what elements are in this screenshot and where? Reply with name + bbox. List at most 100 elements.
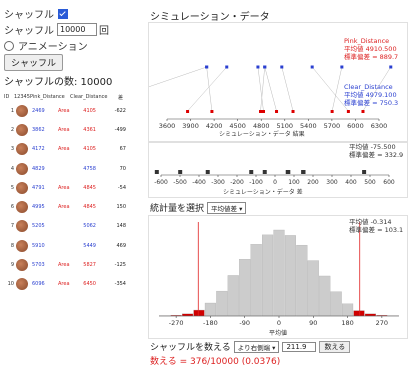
pair-line	[312, 67, 348, 111]
top-tick-label: 5700	[324, 122, 341, 130]
pink-distance: 5703	[32, 262, 58, 268]
distance-diff: 70	[96, 166, 126, 172]
area-tag: Area	[58, 204, 70, 210]
pink-point	[186, 110, 189, 113]
simulation-title: シミュレーション・データ	[150, 8, 270, 23]
pink-mean: 平均値 4910.500	[344, 45, 398, 53]
coin-icon	[16, 143, 28, 155]
diff-point	[362, 170, 366, 174]
top-tick-label: 6000	[347, 122, 364, 130]
top-tick-label: 6300	[371, 122, 388, 130]
area-tag: Area	[58, 127, 70, 133]
diff-mean: 平均値 -75.500	[349, 143, 403, 151]
row-id: 3	[4, 146, 16, 152]
histogram-bar	[296, 245, 307, 316]
pink-distance: 5910	[32, 243, 58, 249]
mid-tick-label: 600	[383, 179, 395, 186]
clear-distance: 4105	[70, 146, 96, 152]
pink-distance: 5205	[32, 223, 58, 229]
diff-point	[263, 170, 267, 174]
histogram-bar	[262, 235, 273, 316]
hist-xlabel: 平均値	[269, 328, 287, 337]
shuffle-count-text: シャッフルの数: 10000	[4, 73, 144, 88]
clear-point	[340, 66, 343, 69]
clear-distance: 5449	[70, 243, 96, 249]
row-id: 6	[4, 204, 16, 210]
pink-sd: 標準偏差 = 889.7	[344, 53, 398, 61]
row-id: 5	[4, 185, 16, 191]
hist-annotation: 平均値 -0.314 標準偏差 = 103.1	[349, 218, 403, 234]
clear-distance: 4361	[70, 127, 96, 133]
stat-select-value: 平均値差	[211, 205, 237, 213]
hist-mean: 平均値 -0.314	[349, 218, 403, 226]
shuffle-count-unit: 回	[99, 22, 109, 37]
count-threshold-input[interactable]: 211.9	[282, 342, 316, 352]
animation-radio[interactable]	[4, 41, 14, 51]
diff-annotation: 平均値 -75.500 標準偏差 = 332.9	[349, 143, 403, 159]
histogram-bar	[331, 292, 342, 316]
coin-icon	[16, 163, 28, 175]
mid-tick-label: -600	[154, 179, 168, 186]
pink-point	[361, 110, 364, 113]
row-id: 8	[4, 243, 16, 249]
hist-tick-label: 90	[309, 319, 317, 327]
distance-diff: 67	[96, 146, 126, 152]
shuffle-count-input[interactable]: 10000	[57, 23, 97, 36]
pink-distance: 2469	[32, 108, 58, 114]
hist-tick-label: -180	[203, 319, 218, 327]
pink-point	[275, 110, 278, 113]
clear-point	[311, 66, 314, 69]
distance-diff: 150	[96, 204, 126, 210]
area-tag: Area	[58, 146, 70, 152]
pink-distance: 6096	[32, 281, 58, 287]
header-id: ID	[4, 94, 14, 101]
coin-icon	[16, 182, 28, 194]
pink-distance: 4172	[32, 146, 58, 152]
shuffle-checkbox[interactable]	[58, 9, 68, 19]
row-id: 2	[4, 127, 16, 133]
clear-distance: 5827	[70, 262, 96, 268]
pink-point	[210, 110, 213, 113]
mid-tick-label: -400	[192, 179, 206, 186]
mid-tick-label: 400	[345, 179, 357, 186]
diff-point	[155, 170, 159, 174]
coin-icon	[16, 220, 28, 232]
count-direction-select[interactable]: より右側端 ▾	[234, 341, 280, 353]
count-button[interactable]: 数える	[319, 341, 350, 353]
histogram-bar	[342, 304, 353, 316]
coin-icon	[16, 240, 28, 252]
pair-line	[282, 67, 293, 111]
hist-tick-label: 0	[277, 319, 281, 327]
pair-line	[188, 67, 227, 111]
count-result: 数える = 376/10000 (0.0376)	[150, 354, 280, 367]
stat-select[interactable]: 平均値差 ▾	[207, 202, 246, 214]
clear-label: Clear_Distance	[344, 83, 398, 91]
clear-point	[256, 66, 259, 69]
header-clear: Clear_Distance	[70, 94, 118, 101]
distance-diff: -54	[96, 185, 126, 191]
shuffle-count-label: シャッフル	[4, 22, 54, 37]
diff-point	[206, 170, 210, 174]
coin-icon	[16, 259, 28, 271]
mid-tick-label: -500	[173, 179, 187, 186]
shuffle-button[interactable]: シャッフル	[4, 54, 63, 71]
animation-row: アニメーション	[4, 38, 144, 53]
pink-distance: 4995	[32, 204, 58, 210]
histogram-bar	[239, 259, 250, 316]
diff-sd: 標準偏差 = 332.9	[349, 151, 403, 159]
row-id: 7	[4, 223, 16, 229]
clear-distance: 4845	[70, 185, 96, 191]
shuffle-button-row: シャッフル	[4, 54, 144, 71]
